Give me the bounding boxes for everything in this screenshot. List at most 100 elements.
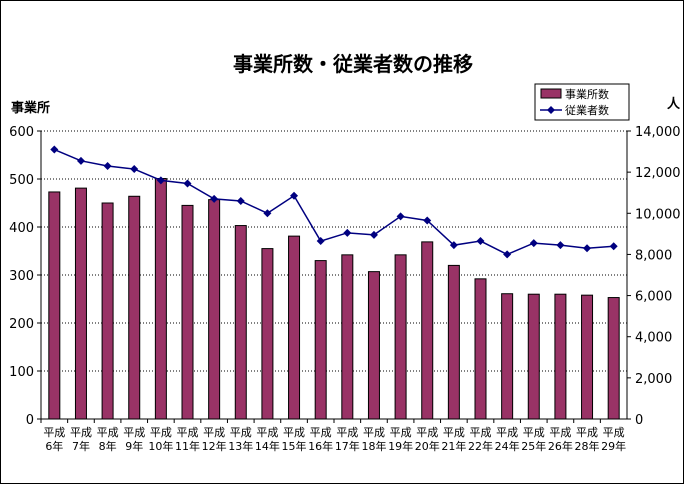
x-tick-label: 15年: [282, 439, 307, 453]
bar: [581, 294, 594, 420]
y-right-ticks: 0 2,000 4,000 6,000 8,000 10,000 12,000 14,000: [627, 125, 681, 428]
y-right-tick-label: 10,000: [635, 207, 681, 222]
x-tick-label: 22年: [468, 439, 493, 453]
x-tick-label: 13年: [228, 439, 253, 453]
bar: [181, 204, 194, 420]
x-tick-label: 平成: [43, 426, 65, 439]
line-point: [476, 237, 485, 246]
x-tick-label: 10年: [148, 439, 173, 453]
bar: [367, 271, 380, 420]
line-point: [210, 194, 219, 203]
x-tick-label: 16年: [308, 439, 333, 453]
x-tick-label: 平成: [549, 426, 571, 439]
x-tick-label: 7年: [72, 439, 90, 453]
line-point: [503, 250, 512, 259]
bar: [74, 187, 87, 420]
x-tick-label: 21年: [441, 439, 466, 453]
y-right-tick-label: 12,000: [635, 166, 681, 181]
bar: [128, 195, 141, 420]
line-point: [556, 241, 565, 250]
line-point: [449, 241, 458, 250]
y-left-tick-label: 600: [9, 125, 34, 140]
y-right-tick-label: 2,000: [635, 372, 672, 387]
bar: [101, 202, 114, 420]
x-tick-label: 平成: [256, 426, 278, 439]
x-tick-label: 26年: [548, 439, 573, 453]
bar: [607, 297, 620, 420]
bar: [447, 264, 460, 420]
bar: [261, 248, 274, 420]
x-tick-label: 平成: [310, 426, 332, 439]
x-tick-label: 平成: [470, 426, 492, 439]
line-point: [290, 191, 299, 200]
line-point: [103, 161, 112, 170]
bar-series: [48, 178, 620, 420]
line-point: [423, 216, 432, 225]
bar: [48, 191, 61, 420]
x-tick-label: 8年: [99, 439, 117, 453]
y-left-tick-label: 500: [9, 173, 34, 188]
line-series: [50, 145, 618, 259]
x-tick-label: 平成: [576, 426, 598, 439]
x-tick-label: 平成: [150, 426, 172, 439]
bar: [527, 293, 540, 420]
y-right-axis-label: 人: [667, 96, 681, 112]
x-tick-label: 24年: [495, 439, 520, 453]
x-tick-label: 14年: [255, 439, 280, 453]
y-left-tick-label: 400: [9, 221, 34, 236]
x-tick-label: 29年: [601, 439, 626, 453]
legend-label: 事業所数: [565, 88, 609, 101]
line-point: [76, 156, 85, 165]
bar: [288, 235, 301, 420]
line-point: [583, 244, 592, 253]
series-line: [54, 148, 614, 256]
y-left-tick-label: 0: [26, 413, 34, 428]
line-point: [130, 165, 139, 174]
line-point: [609, 242, 618, 251]
x-tick-label: 平成: [363, 426, 385, 439]
x-tick-label: 平成: [177, 426, 199, 439]
bar: [474, 278, 487, 420]
legend-swatch-marker: [547, 106, 555, 114]
y-right-tick-label: 14,000: [635, 125, 681, 140]
line-point: [183, 179, 192, 188]
x-tick-label: 28年: [575, 439, 600, 453]
y-right-tick-label: 6,000: [635, 290, 672, 305]
x-tick-label: 平成: [496, 426, 518, 439]
legend-swatch-bar: [540, 88, 562, 99]
x-tick-label: 9年: [125, 439, 143, 453]
y-left-ticks: 0 100 200 300 400 500 600: [9, 125, 41, 428]
x-tick-label: 25年: [521, 439, 546, 453]
y-left-axis-label: 事業所: [11, 100, 50, 116]
y-left-tick-label: 100: [9, 365, 34, 380]
x-tick-label: 19年: [388, 439, 413, 453]
x-ticks: 平成6年平成7年平成8年平成9年平成10年平成11年平成12年平成13年平成14…: [40, 419, 626, 453]
line-point: [316, 237, 325, 246]
x-tick-label: 平成: [390, 426, 412, 439]
y-right-tick-label: 0: [635, 413, 643, 428]
x-tick-label: 12年: [202, 439, 227, 453]
x-tick-label: 平成: [230, 426, 252, 439]
bar: [314, 260, 327, 420]
x-tick-label: 平成: [70, 426, 92, 439]
bar: [341, 254, 354, 420]
x-tick-label: 平成: [416, 426, 438, 439]
x-tick-label: 平成: [203, 426, 225, 439]
x-tick-label: 17年: [335, 439, 360, 453]
bar: [208, 199, 221, 420]
line-point: [369, 230, 378, 239]
x-tick-label: 平成: [443, 426, 465, 439]
line-point: [343, 228, 352, 237]
x-tick-label: 平成: [283, 426, 305, 439]
bar: [154, 178, 167, 420]
line-point: [50, 145, 59, 154]
x-tick-label: 18年: [361, 439, 386, 453]
chart-title: 事業所数・従業者数の推移: [233, 52, 473, 76]
x-tick-label: 20年: [415, 439, 440, 453]
x-tick-label: 平成: [336, 426, 358, 439]
y-right-tick-label: 4,000: [635, 331, 672, 346]
y-right-tick-label: 8,000: [635, 248, 672, 263]
legend-label: 従業者数: [565, 104, 609, 117]
